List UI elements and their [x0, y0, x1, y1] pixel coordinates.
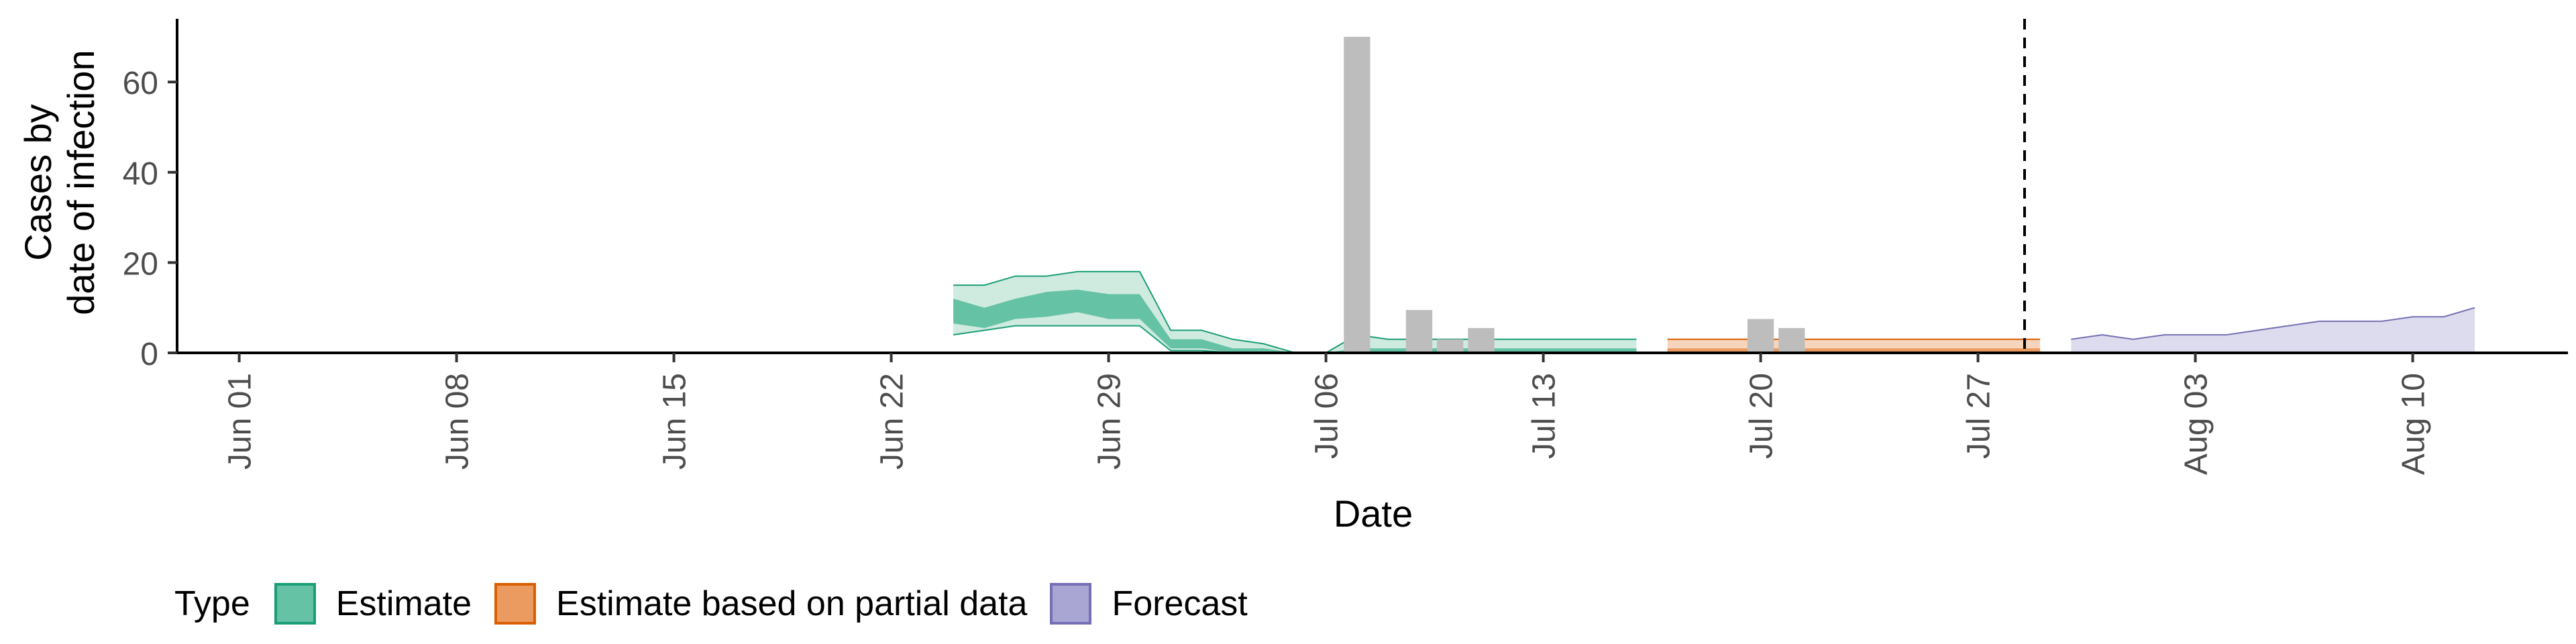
forecast-upper-line	[2071, 307, 2475, 340]
estimate-band-90	[953, 271, 1637, 353]
x-tick-label-jun-29: Jun 29	[1092, 373, 1128, 470]
x-tick-label-jun-01: Jun 01	[223, 373, 258, 470]
y-axis-title-line-2: date of infection	[60, 50, 102, 315]
legend-title: Type	[174, 584, 250, 623]
legend-label-forecast: Forecast	[1112, 584, 1248, 623]
x-tick-label-jun-15: Jun 15	[657, 373, 693, 470]
reported-case-bars	[1344, 36, 1805, 354]
legend-swatch-partial-estimate	[494, 583, 537, 625]
legend-item-estimate: Estimate	[274, 583, 472, 625]
legend-label-partial-estimate: Estimate based on partial data	[556, 584, 1028, 623]
reported-bar-2020-07-21	[1778, 328, 1805, 353]
estimate-bands	[953, 270, 2475, 354]
x-tick-label-jul-06: Jul 06	[1309, 373, 1345, 459]
x-tick-label-aug-03: Aug 03	[2179, 373, 2214, 475]
legend-item-forecast: Forecast	[1050, 583, 1248, 625]
x-tick-label-jun-08: Jun 08	[440, 373, 476, 470]
reported-bar-2020-07-11	[1468, 328, 1495, 353]
legend-item-partial-estimate: Estimate based on partial data	[494, 583, 1027, 625]
legend: Type Estimate Estimate based on partial …	[174, 576, 1271, 632]
y-tick-label-40: 40	[123, 156, 158, 192]
reported-bar-2020-07-07	[1344, 36, 1371, 354]
y-axis-title-line-1: Cases by	[17, 104, 59, 260]
x-tick-label-jun-22: Jun 22	[875, 373, 910, 470]
y-tick-label-60: 60	[123, 66, 158, 101]
y-tick-label-20: 20	[123, 246, 158, 282]
x-axis-title: Date	[1334, 492, 1413, 535]
reported-bar-2020-07-09	[1405, 310, 1433, 353]
axes: 0 20 40 60 Jun 01 Jun 08 Jun 15 Jun 22 Jun 29 Jul…	[123, 19, 2568, 475]
x-tick-label-aug-10: Aug 10	[2396, 373, 2432, 475]
estimate-band-50	[953, 289, 1637, 353]
legend-label-estimate: Estimate	[335, 584, 472, 623]
legend-swatch-forecast	[1050, 583, 1092, 625]
x-tick-label-jul-13: Jul 13	[1527, 373, 1562, 459]
legend-swatch-estimate	[274, 583, 316, 625]
reported-bar-2020-07-10	[1437, 339, 1464, 353]
forecast-band-90	[2071, 307, 2475, 353]
reported-bar-2020-07-20	[1747, 319, 1774, 353]
x-tick-label-jul-20: Jul 20	[1744, 373, 1780, 459]
x-tick-label-jul-27: Jul 27	[1962, 373, 1997, 459]
y-tick-label-0: 0	[140, 337, 158, 372]
